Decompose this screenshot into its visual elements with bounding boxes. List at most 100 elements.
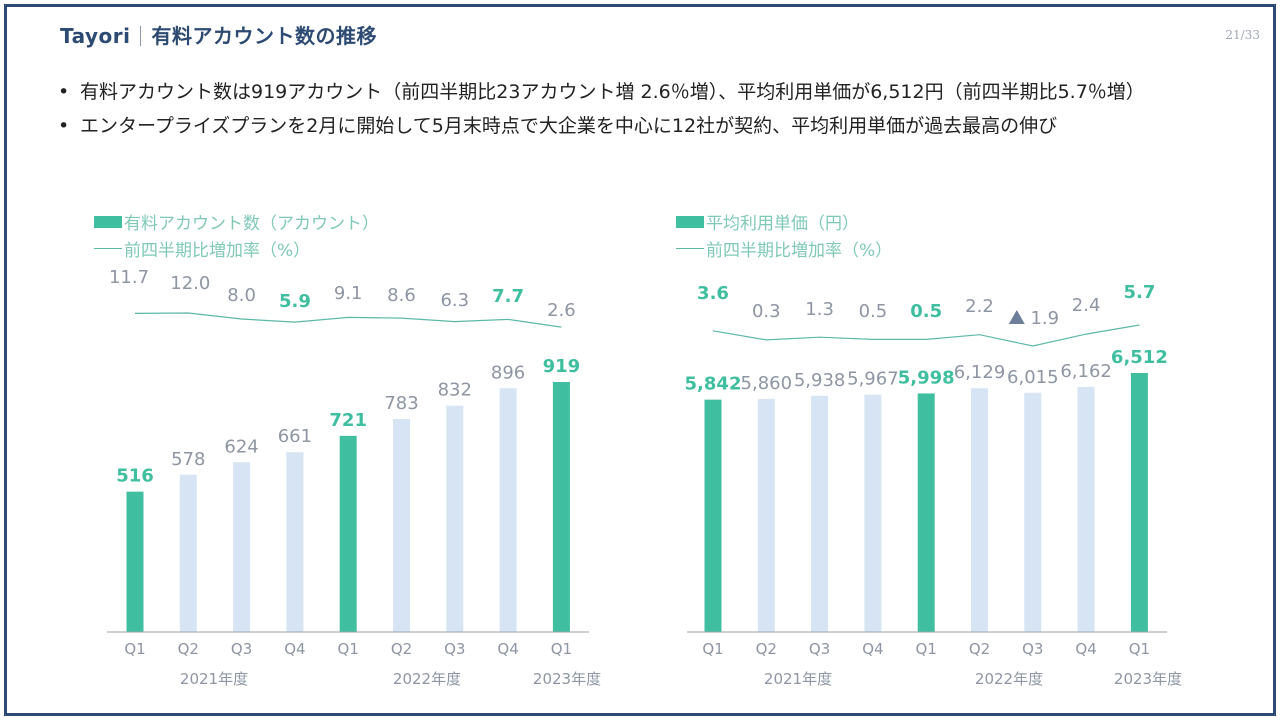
growth-rate-label: 0.3 xyxy=(752,301,781,322)
legend-line-swatch xyxy=(676,248,704,249)
bullet-item: • エンタープライズプランを2月に開始して5月末時点で大企業を中心に12社が契約、… xyxy=(58,112,1218,140)
x-tick-label: Q1 xyxy=(702,640,723,658)
bar-value-label: 896 xyxy=(491,362,525,383)
bar-value-label: 6,015 xyxy=(1007,367,1059,388)
title-text: 有料アカウント数の推移 xyxy=(151,24,377,48)
growth-rate-label: 7.7 xyxy=(492,286,524,307)
x-tick-label: Q1 xyxy=(338,640,359,658)
slide-frame xyxy=(4,4,1276,716)
x-tick-label: Q4 xyxy=(862,640,883,658)
x-tick-label: Q3 xyxy=(231,640,252,658)
x-tick-label: Q2 xyxy=(756,640,777,658)
legend-left: 有料アカウント数（アカウント） 前四半期比増加率（%） xyxy=(94,208,379,262)
legend-item-line: 前四半期比増加率（%） xyxy=(676,235,892,262)
x-tick-label: Q4 xyxy=(497,640,518,658)
bar xyxy=(339,435,357,632)
growth-line xyxy=(134,312,562,328)
x-tick-label: Q2 xyxy=(391,640,412,658)
page-number: 21/33 xyxy=(1225,28,1260,42)
bar-value-label: 6,129 xyxy=(954,362,1006,383)
legend-bar-swatch xyxy=(94,215,122,228)
bar xyxy=(1077,386,1095,632)
x-tick-label: Q2 xyxy=(178,640,199,658)
legend-bar-label: 平均利用単価（円） xyxy=(706,214,859,234)
year-label: 2022年度 xyxy=(975,670,1043,688)
bar xyxy=(393,418,410,632)
year-label: 2021年度 xyxy=(764,670,832,688)
bar-value-label: 6,512 xyxy=(1111,347,1168,368)
growth-rate-label: 0.5 xyxy=(910,301,942,322)
growth-rate-label: 11.7 xyxy=(109,267,149,288)
legend-item-line: 前四半期比増加率（%） xyxy=(94,235,379,262)
x-tick-label: Q4 xyxy=(284,640,305,658)
growth-rate-label: 1.9 xyxy=(1030,308,1059,329)
growth-rate-label: 12.0 xyxy=(170,273,210,294)
year-label: 2021年度 xyxy=(180,670,248,688)
x-tick-label: Q1 xyxy=(124,640,145,658)
title-separator xyxy=(140,26,142,46)
bullet-text: 有料アカウント数は919アカウント（前四半期比23アカウント増 2.6％増）、平… xyxy=(80,81,1145,103)
growth-rate-label: 9.1 xyxy=(334,283,363,304)
growth-rate-label: 5.9 xyxy=(279,291,311,312)
growth-rate-label: 0.5 xyxy=(859,301,888,322)
bar xyxy=(286,452,304,632)
bullet-text: エンタープライズプランを2月に開始して5月末時点で大企業を中心に12社が契約、平… xyxy=(80,115,1058,137)
year-label: 2023年度 xyxy=(1114,670,1182,688)
x-tick-label: Q1 xyxy=(551,640,572,658)
legend-bar-label: 有料アカウント数（アカウント） xyxy=(124,214,379,234)
growth-rate-label: 2.4 xyxy=(1072,295,1101,316)
growth-rate-label: 2.2 xyxy=(965,296,994,317)
bar xyxy=(126,491,144,632)
legend-item-bar: 平均利用単価（円） xyxy=(676,208,892,235)
page-title: Tayori 有料アカウント数の推移 xyxy=(60,20,377,49)
growth-rate-label: 8.0 xyxy=(227,285,256,306)
bar-value-label: 661 xyxy=(278,426,312,447)
brand-name: Tayori xyxy=(60,24,131,48)
bar xyxy=(233,462,251,632)
legend-item-bar: 有料アカウント数（アカウント） xyxy=(94,208,379,235)
growth-rate-label: 8.6 xyxy=(387,285,416,306)
bar-value-label: 578 xyxy=(171,449,205,470)
bar-value-label: 5,860 xyxy=(741,373,793,394)
legend-right: 平均利用単価（円） 前四半期比増加率（%） xyxy=(676,208,892,262)
bullet-list: • 有料アカウント数は919アカウント（前四半期比23アカウント増 2.6％増）、… xyxy=(58,78,1218,146)
bar-value-label: 5,967 xyxy=(847,369,899,390)
x-tick-label: Q3 xyxy=(1022,640,1043,658)
x-tick-label: Q1 xyxy=(916,640,937,658)
bar xyxy=(446,405,464,632)
bar-value-label: 721 xyxy=(329,410,367,431)
bar-value-label: 5,842 xyxy=(685,374,742,395)
legend-line-swatch xyxy=(94,248,122,249)
bar xyxy=(811,395,829,632)
growth-rate-label: 3.6 xyxy=(697,283,729,304)
growth-rate-label: 2.6 xyxy=(547,300,576,321)
bar-value-label: 624 xyxy=(224,436,258,457)
bullet-dot: • xyxy=(58,81,70,103)
growth-rate-label: 5.7 xyxy=(1123,282,1155,303)
bar xyxy=(499,388,517,632)
legend-bar-swatch xyxy=(676,215,704,228)
bar xyxy=(971,388,988,632)
bar xyxy=(757,398,775,632)
legend-line-label: 前四半期比増加率（%） xyxy=(706,241,893,261)
bar xyxy=(917,393,935,632)
growth-line xyxy=(712,324,1140,347)
growth-rate-label: 6.3 xyxy=(440,290,469,311)
year-label: 2023年度 xyxy=(533,670,601,688)
legend-line-label: 前四半期比増加率（%） xyxy=(124,241,311,261)
decrease-marker-icon xyxy=(1008,310,1025,324)
bar xyxy=(552,382,570,632)
bar-value-label: 919 xyxy=(543,356,581,377)
bar-value-label: 516 xyxy=(116,466,154,487)
bar xyxy=(179,474,197,632)
x-tick-label: Q2 xyxy=(969,640,990,658)
year-label: 2022年度 xyxy=(393,670,461,688)
bar-value-label: 5,998 xyxy=(898,367,955,388)
bar xyxy=(1130,373,1148,632)
bar xyxy=(1024,392,1042,632)
x-tick-label: Q4 xyxy=(1075,640,1096,658)
bar-value-label: 832 xyxy=(438,380,472,401)
x-tick-label: Q1 xyxy=(1129,640,1150,658)
growth-rate-label: 1.3 xyxy=(805,299,834,320)
bullet-item: • 有料アカウント数は919アカウント（前四半期比23アカウント増 2.6％増）、… xyxy=(58,78,1218,106)
